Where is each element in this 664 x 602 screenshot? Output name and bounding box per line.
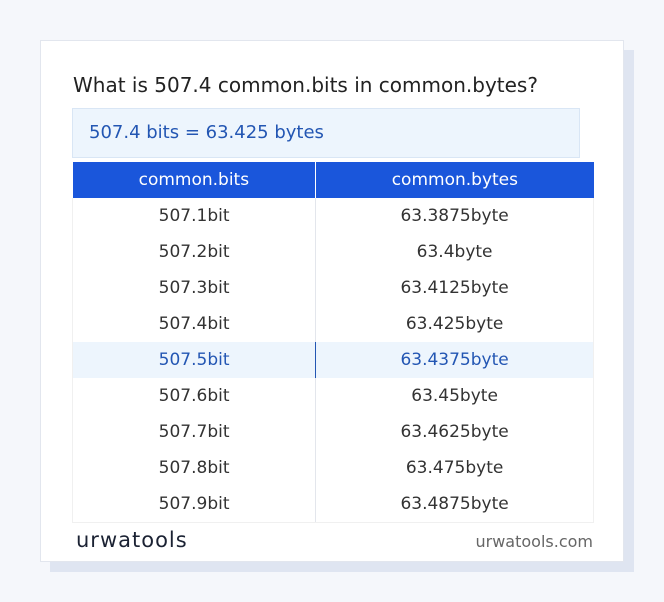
table-cell: 507.9bit xyxy=(71,486,317,523)
table-row: 507.4bit 63.425byte xyxy=(71,306,594,342)
table-cell: 507.1bit xyxy=(71,198,317,234)
table-row: 507.9bit 63.4875byte xyxy=(71,486,594,523)
table-cell: 507.4bit xyxy=(71,306,317,342)
table-cell: 63.4375byte xyxy=(315,342,594,378)
table-cell: 507.8bit xyxy=(71,450,317,486)
table-cell: 507.3bit xyxy=(71,270,317,306)
logo[interactable]: urwatools xyxy=(76,528,188,552)
table-cell: 507.6bit xyxy=(71,378,317,414)
table-cell: 63.45byte xyxy=(315,378,594,414)
table-row: 507.8bit 63.475byte xyxy=(71,450,594,486)
table-cell: 63.475byte xyxy=(315,450,594,486)
table-cell: 63.4625byte xyxy=(315,414,594,450)
site-link[interactable]: urwatools.com xyxy=(475,532,594,551)
result: 507.4 bits = 63.425 bytes xyxy=(72,108,580,158)
table-cell: 63.3875byte xyxy=(315,198,594,234)
card: What is 507.4 common.bits in common.byte… xyxy=(40,40,624,562)
conversion-table: common.bits common.bytes 507.1bit 63.3875… xyxy=(71,162,594,523)
table-row: 507.7bit 63.4625byte xyxy=(71,414,594,450)
table-row: 507.3bit 63.4125byte xyxy=(71,270,594,306)
table-cell: 507.5bit xyxy=(71,342,317,378)
table-cell: 63.4125byte xyxy=(315,270,594,306)
table-row: 507.2bit 63.4byte xyxy=(71,234,594,270)
table-cell: 507.7bit xyxy=(71,414,317,450)
header-cell: common.bits xyxy=(72,162,317,198)
table-cell: 63.4875byte xyxy=(315,486,594,523)
table-row: 507.5bit 63.4375byte xyxy=(71,342,594,378)
table-cell: 63.4byte xyxy=(315,234,594,270)
header-cell: common.bytes xyxy=(315,162,594,198)
table-row: 507.6bit 63.45byte xyxy=(71,378,594,414)
table-row: 507.1bit 63.3875byte xyxy=(71,198,594,234)
table-cell: 507.2bit xyxy=(71,234,317,270)
table-cell: 63.425byte xyxy=(315,306,594,342)
title: What is 507.4 common.bits in common.byte… xyxy=(73,73,538,97)
header-row: common.bits common.bytes xyxy=(72,162,594,198)
